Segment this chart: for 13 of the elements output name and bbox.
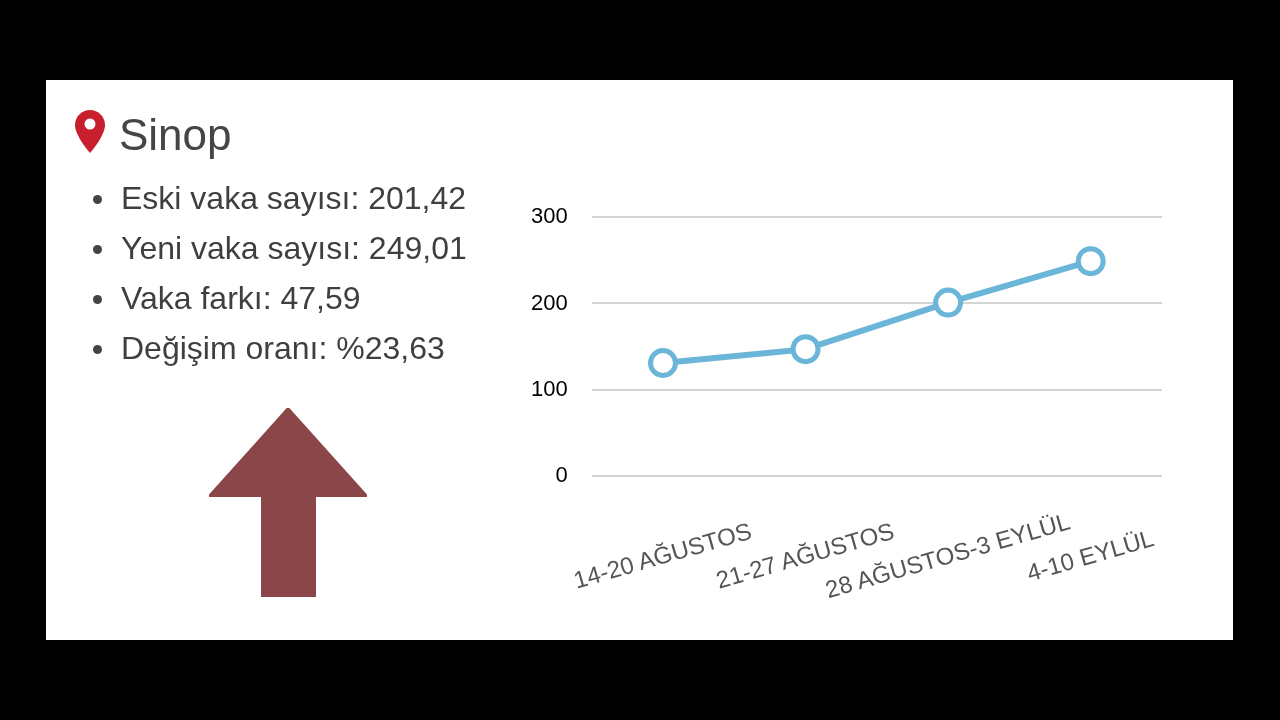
text: Değişim oranı: %23,63: [121, 329, 445, 368]
point: [647, 347, 678, 378]
y-tick-label: 0: [555, 462, 568, 488]
point: [1075, 246, 1106, 277]
y-tick-label: 300: [530, 203, 568, 229]
text: Eski vaka sayısı: 201,42: [121, 179, 467, 218]
y-tick-label: 200: [530, 289, 568, 315]
y-tick-label: 100: [530, 375, 568, 401]
text: Vaka farkı: 47,59: [121, 279, 361, 318]
point: [790, 334, 821, 365]
text: Sinop: [119, 109, 232, 161]
point: [933, 287, 964, 318]
text: Yeni vaka sayısı: 249,01: [121, 229, 467, 268]
